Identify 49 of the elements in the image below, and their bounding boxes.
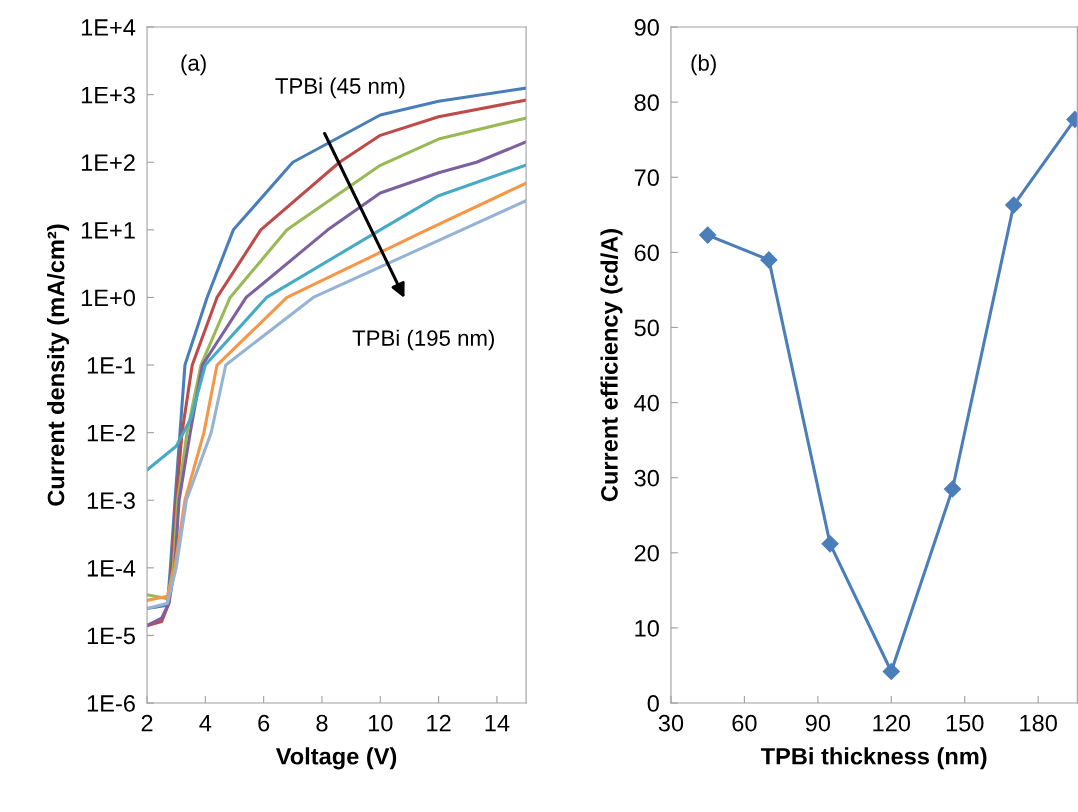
y-tick-label: 1E+1 xyxy=(81,222,135,239)
x-tick-label: 120 xyxy=(873,714,911,732)
x-tick-label: 30 xyxy=(658,714,684,732)
y-tick-label: 1E+3 xyxy=(81,86,135,104)
y-tick-label: 1E+2 xyxy=(81,154,135,171)
x-tick-label: 10 xyxy=(368,714,393,732)
y-tick-label: 1E-6 xyxy=(87,695,135,712)
y-tick-label: 1E-2 xyxy=(87,424,135,442)
y-axis-title: Current density (mA/cm²) xyxy=(47,224,70,506)
annotation: TPBi (45 nm) xyxy=(275,77,405,99)
x-tick-label: 150 xyxy=(946,714,984,732)
x-tick-label: 8 xyxy=(316,714,328,732)
y-tick-label: 50 xyxy=(634,319,659,337)
y-tick-label: 70 xyxy=(634,169,659,187)
point xyxy=(760,251,778,269)
point xyxy=(1005,196,1023,214)
x-tick-label: 12 xyxy=(427,714,451,732)
point xyxy=(699,226,717,244)
y-tick-label: 90 xyxy=(634,19,659,36)
y-tick-label: 30 xyxy=(634,469,659,487)
x-tick-label: 60 xyxy=(732,714,757,732)
y-tick-label: 1E-1 xyxy=(87,357,135,374)
y-tick-label: 1E+0 xyxy=(81,289,135,307)
x-axis-title: TPBi thickness (nm) xyxy=(760,747,987,770)
x-tick-label: 2 xyxy=(141,714,153,732)
point xyxy=(943,480,962,498)
y-tick-label: 1E-3 xyxy=(87,492,135,510)
x-tick-label: 6 xyxy=(258,714,270,732)
y-tick-label: 1E+4 xyxy=(81,19,136,36)
point xyxy=(882,662,900,681)
x-tick-label: 4 xyxy=(199,715,212,732)
x-tick-label: 90 xyxy=(805,714,831,732)
y-tick-label: 20 xyxy=(634,544,659,562)
annotation: TPBi (195 nm) xyxy=(352,329,494,351)
x-tick-label: 14 xyxy=(485,715,510,732)
line-series xyxy=(147,163,527,472)
x-tick-label: 180 xyxy=(1020,714,1057,732)
y-tick-label: 60 xyxy=(634,244,659,262)
y-tick-label: 10 xyxy=(635,619,659,637)
y-tick-label: 80 xyxy=(634,94,659,111)
y-tick-label: 0 xyxy=(647,695,659,712)
y-tick-label: 1E-5 xyxy=(87,627,135,645)
y-axis-title: Current efficiency (cd/A) xyxy=(600,229,623,502)
x-axis-title: Voltage (V) xyxy=(275,747,397,770)
point xyxy=(821,535,839,553)
annotation: (a) xyxy=(181,54,206,76)
y-tick-label: 1E-4 xyxy=(87,560,136,577)
y-tick-label: 40 xyxy=(634,394,659,412)
annotation: (b) xyxy=(691,54,716,76)
